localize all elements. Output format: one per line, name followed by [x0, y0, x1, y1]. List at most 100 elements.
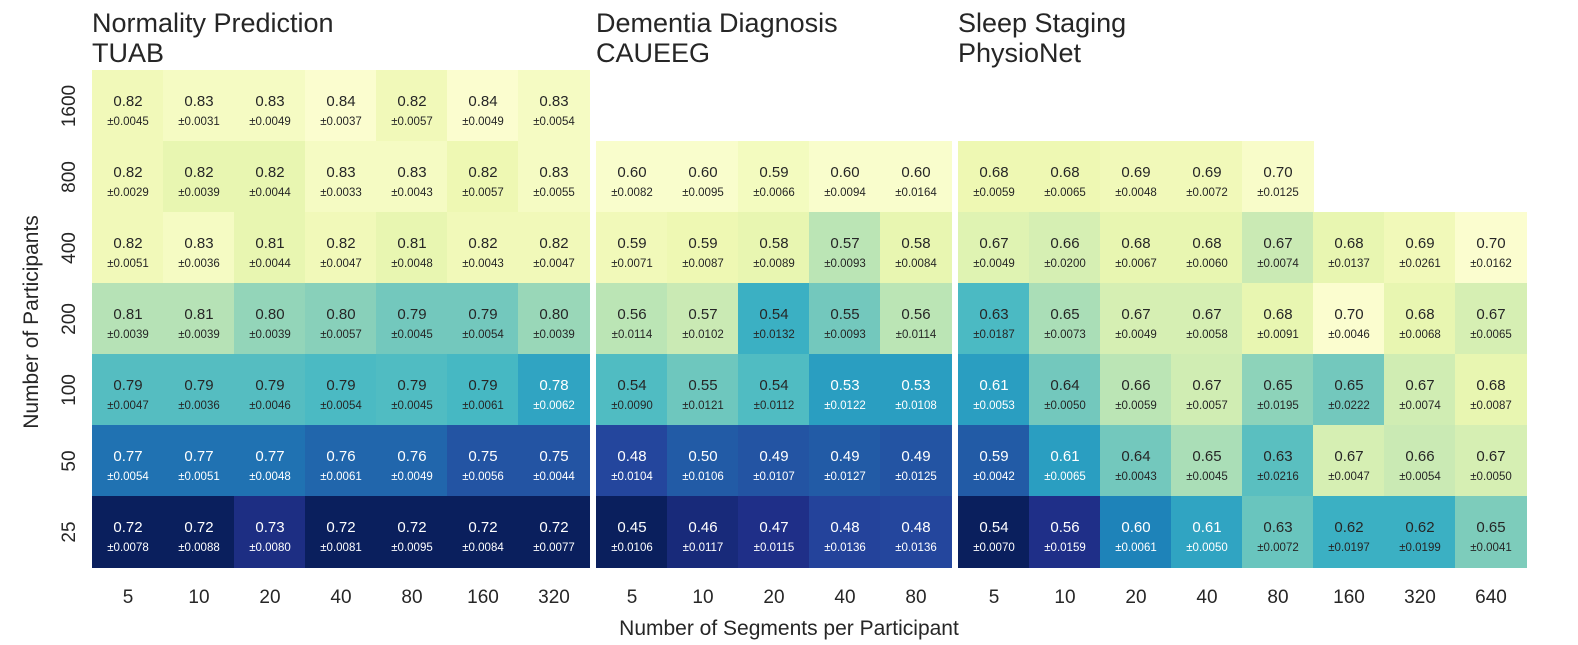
x-tick-label: 160	[467, 587, 499, 608]
heatmap-cell: 0.83 ±0.0036	[163, 212, 235, 284]
cell-std: ±0.0065	[1470, 329, 1512, 341]
panel-title-task: Sleep Staging	[958, 8, 1127, 38]
cell-std: ±0.0039	[533, 329, 575, 341]
y-tick-label: 1600	[59, 84, 80, 128]
heatmap-cell: 0.50 ±0.0106	[667, 425, 739, 497]
cell-mean: 0.79	[184, 377, 214, 394]
x-tick-label: 10	[1054, 587, 1076, 608]
cell-mean: 0.80	[539, 306, 569, 323]
cell-mean: 0.78	[539, 377, 569, 394]
cell-std: ±0.0058	[1186, 329, 1228, 341]
cell-std: ±0.0067	[1115, 258, 1157, 270]
cell-std: ±0.0049	[1115, 329, 1157, 341]
cell-mean: 0.62	[1334, 519, 1364, 536]
y-tick-label: 50	[59, 450, 80, 472]
heatmap-cell: 0.61 ±0.0065	[1029, 425, 1101, 497]
heatmap-cell: 0.68 ±0.0137	[1313, 212, 1385, 284]
cell-mean: 0.49	[901, 448, 931, 465]
cell-std: ±0.0072	[1186, 187, 1228, 199]
heatmap-cell: 0.82 ±0.0051	[92, 212, 164, 284]
heatmap-cell: 0.76 ±0.0061	[305, 425, 377, 497]
x-tick-label: 320	[1404, 587, 1436, 608]
heatmap-cell: 0.77 ±0.0051	[163, 425, 235, 497]
cell-mean: 0.55	[830, 306, 860, 323]
cell-mean: 0.70	[1263, 164, 1293, 181]
heatmap-cell: 0.79 ±0.0054	[305, 354, 377, 426]
heatmap-cell: 0.67 ±0.0065	[1455, 283, 1527, 355]
cell-std: ±0.0090	[611, 400, 653, 412]
heatmap-cell: 0.78 ±0.0062	[518, 354, 590, 426]
heatmap-cell: 0.72 ±0.0084	[447, 496, 519, 568]
heatmap-cell: 0.69 ±0.0072	[1171, 141, 1243, 213]
cell-std: ±0.0041	[1470, 542, 1512, 554]
cell-std: ±0.0095	[682, 187, 724, 199]
cell-mean: 0.66	[1050, 235, 1080, 252]
heatmap-cell: 0.63 ±0.0072	[1242, 496, 1314, 568]
cell-mean: 0.56	[1050, 519, 1080, 536]
heatmap-cell: 0.56 ±0.0114	[596, 283, 668, 355]
cell-mean: 0.82	[539, 235, 569, 252]
panel-title-tuab: Normality Prediction TUAB	[92, 8, 334, 68]
cell-mean: 0.53	[830, 377, 860, 394]
cell-mean: 0.49	[830, 448, 860, 465]
cell-mean: 0.79	[397, 306, 427, 323]
cell-std: ±0.0222	[1328, 400, 1370, 412]
cell-mean: 0.70	[1476, 235, 1506, 252]
x-tick-label: 5	[626, 587, 638, 608]
cell-mean: 0.45	[617, 519, 647, 536]
cell-std: ±0.0122	[824, 400, 866, 412]
heatmap-cell: 0.69 ±0.0048	[1100, 141, 1172, 213]
heatmap-cell: 0.76 ±0.0049	[376, 425, 448, 497]
heatmap-cell: 0.79 ±0.0046	[234, 354, 306, 426]
heatmap-cell: 0.59 ±0.0087	[667, 212, 739, 284]
heatmap-cell: 0.81 ±0.0039	[163, 283, 235, 355]
cell-std: ±0.0051	[107, 258, 149, 270]
y-tick-label: 400	[59, 232, 80, 264]
heatmap-cell: 0.68 ±0.0060	[1171, 212, 1243, 284]
cell-std: ±0.0112	[753, 400, 795, 412]
cell-mean: 0.63	[979, 306, 1009, 323]
cell-mean: 0.79	[397, 377, 427, 394]
heatmap-cell: 0.60 ±0.0061	[1100, 496, 1172, 568]
x-tick-label: 40	[834, 587, 856, 608]
cell-mean: 0.61	[1192, 519, 1222, 536]
cell-mean: 0.77	[184, 448, 214, 465]
heatmap-cell: 0.56 ±0.0159	[1029, 496, 1101, 568]
cell-mean: 0.50	[688, 448, 718, 465]
cell-std: ±0.0045	[391, 329, 433, 341]
cell-std: ±0.0114	[611, 329, 653, 341]
cell-mean: 0.81	[113, 306, 143, 323]
cell-std: ±0.0074	[1257, 258, 1299, 270]
heatmap-cell: 0.49 ±0.0127	[809, 425, 881, 497]
cell-mean: 0.67	[1192, 306, 1222, 323]
cell-mean: 0.68	[1263, 306, 1293, 323]
cell-std: ±0.0061	[1115, 542, 1157, 554]
x-tick-label: 40	[1196, 587, 1218, 608]
cell-mean: 0.75	[468, 448, 498, 465]
heatmap-cell: 0.49 ±0.0125	[880, 425, 952, 497]
heatmap-cell: 0.60 ±0.0164	[880, 141, 952, 213]
heatmap-cell: 0.70 ±0.0125	[1242, 141, 1314, 213]
cell-std: ±0.0054	[1399, 471, 1441, 483]
cell-std: ±0.0087	[682, 258, 724, 270]
cell-std: ±0.0065	[1044, 187, 1086, 199]
heatmap-cell: 0.54 ±0.0112	[738, 354, 810, 426]
cell-std: ±0.0053	[973, 400, 1015, 412]
cell-mean: 0.69	[1192, 164, 1222, 181]
cell-std: ±0.0094	[824, 187, 866, 199]
cell-mean: 0.83	[397, 164, 427, 181]
cell-mean: 0.55	[688, 377, 718, 394]
cell-std: ±0.0077	[533, 542, 575, 554]
cell-mean: 0.67	[979, 235, 1009, 252]
heatmap-cell: 0.53 ±0.0108	[880, 354, 952, 426]
heatmap-cell: 0.58 ±0.0089	[738, 212, 810, 284]
x-tick-label: 40	[330, 587, 352, 608]
cell-mean: 0.77	[255, 448, 285, 465]
cell-mean: 0.82	[184, 164, 214, 181]
heatmap-cell: 0.60 ±0.0082	[596, 141, 668, 213]
cell-mean: 0.54	[979, 519, 1009, 536]
heatmap-cell: 0.84 ±0.0049	[447, 70, 519, 142]
heatmap-cell: 0.59 ±0.0042	[958, 425, 1030, 497]
cell-mean: 0.82	[468, 164, 498, 181]
cell-mean: 0.68	[1405, 306, 1435, 323]
